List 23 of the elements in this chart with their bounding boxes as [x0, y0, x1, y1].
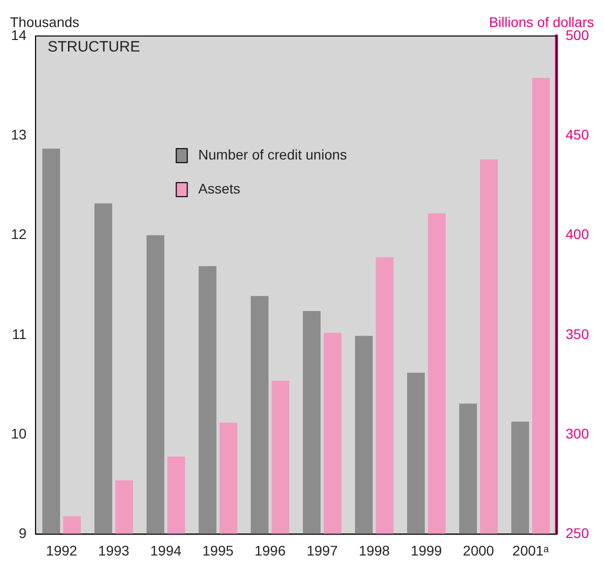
- y-tick-label: 11: [12, 326, 27, 342]
- y-tick-label: 10: [10, 425, 27, 442]
- x-tick-label: 1993: [98, 542, 130, 558]
- y2-tick-label: 250: [566, 525, 590, 542]
- legend-label: Number of credit unions: [198, 146, 347, 162]
- y-tick-label: 12: [10, 226, 27, 242]
- x-tick-label: 1995: [202, 542, 234, 558]
- x-tick-label: 1994: [150, 542, 182, 558]
- y-tick-label: 9: [18, 525, 27, 542]
- y2-tick-label: 400: [566, 226, 590, 242]
- legend-label: Assets: [198, 180, 240, 196]
- y-tick-label: 13: [10, 126, 27, 142]
- x-tick-label: 2001ᵃ: [512, 542, 550, 558]
- x-tick-label: 1998: [358, 542, 390, 558]
- y2-tick-label: 350: [566, 326, 590, 342]
- annotation: STRUCTURE: [48, 38, 140, 56]
- x-tick-label: 1997: [306, 542, 338, 558]
- x-tick-label: 1999: [410, 542, 442, 558]
- y2-tick-label: 300: [566, 425, 590, 442]
- y2-tick-label: 450: [566, 126, 590, 142]
- x-tick-label: 1992: [46, 542, 78, 558]
- x-tick-label: 2000: [462, 542, 494, 558]
- x-tick-label: 1996: [254, 542, 286, 558]
